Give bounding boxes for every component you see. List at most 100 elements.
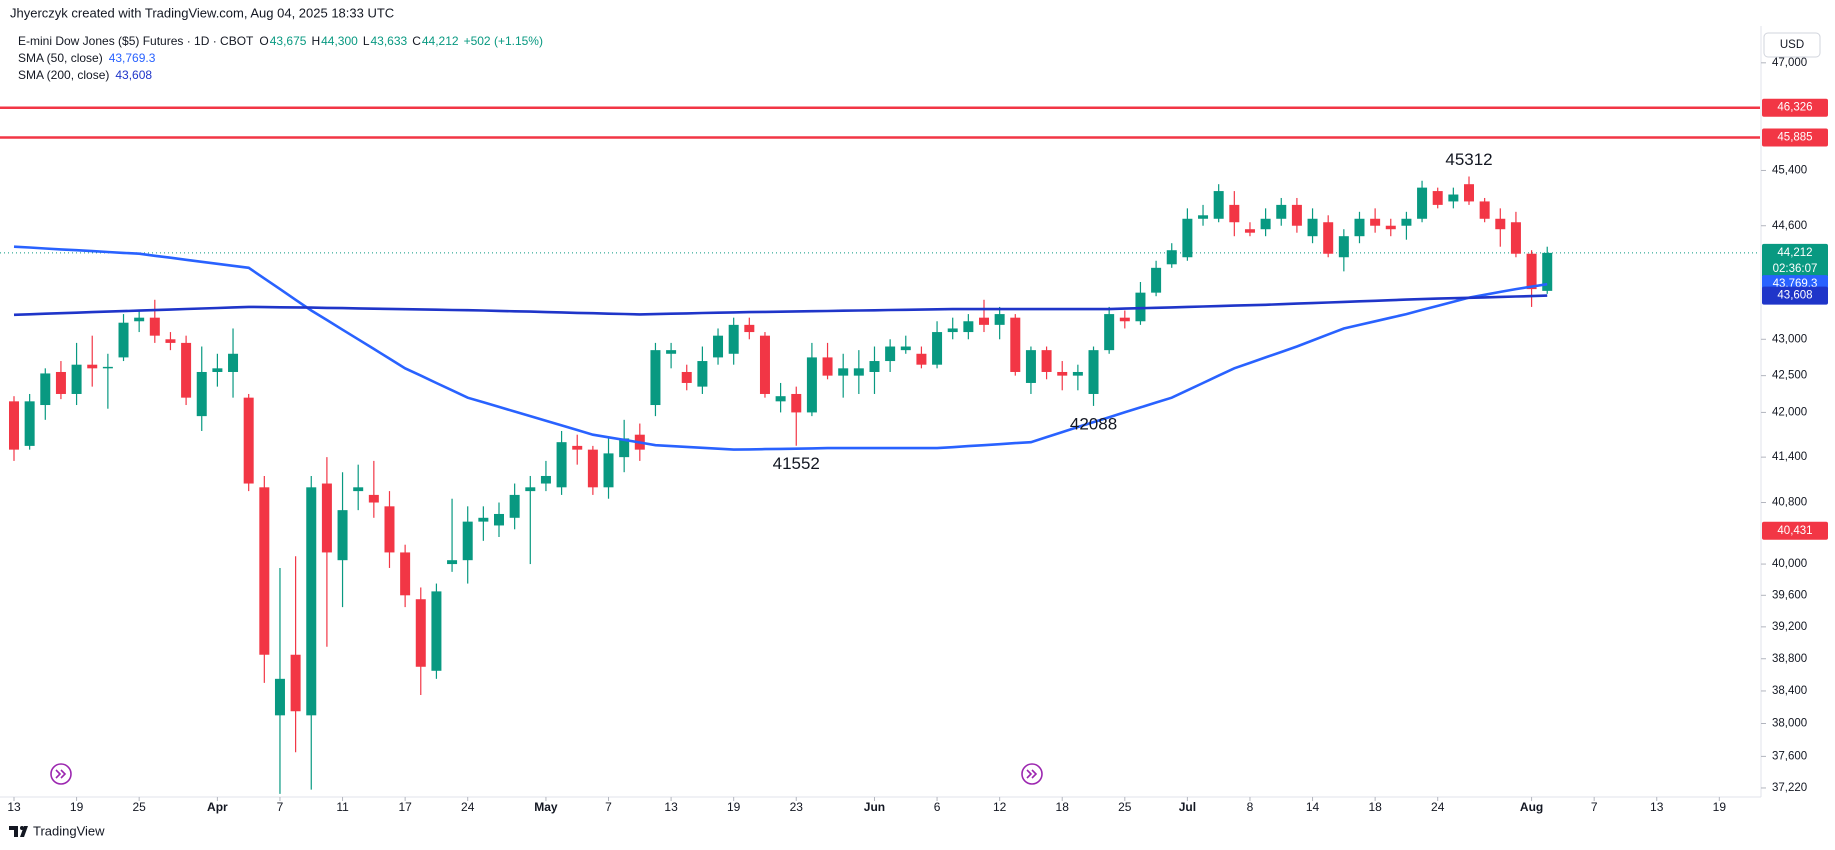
- candle-body: [932, 332, 943, 365]
- candle-body: [87, 364, 98, 369]
- candle-body: [306, 487, 317, 716]
- candle-body: [900, 346, 911, 351]
- candle: [540, 460, 551, 492]
- legend-key: O: [259, 34, 268, 48]
- candle-body: [1166, 250, 1177, 265]
- candle: [431, 583, 442, 679]
- candle: [681, 364, 692, 391]
- annotation: 45312: [1445, 150, 1492, 169]
- candle-body: [713, 335, 724, 358]
- candle: [87, 335, 98, 387]
- level-label: 46,326: [1777, 102, 1812, 114]
- candle-body: [1072, 371, 1083, 376]
- candle-body: [681, 371, 692, 383]
- candle: [274, 567, 285, 794]
- candle-body: [1260, 218, 1271, 230]
- candle: [1510, 211, 1521, 258]
- candle: [1354, 211, 1365, 244]
- candle: [415, 587, 426, 696]
- candle-body: [165, 339, 176, 343]
- candle-body: [885, 346, 896, 362]
- currency[interactable]: USD: [1780, 39, 1804, 51]
- candle-body: [603, 453, 614, 488]
- candle-body: [916, 353, 927, 365]
- candle-body: [1041, 350, 1052, 372]
- candle-body: [806, 357, 817, 413]
- sma-label: 43,608: [1777, 290, 1812, 302]
- candle-body: [1010, 317, 1021, 372]
- y-tick-label: 39,200: [1772, 621, 1807, 633]
- replay-icon-arrow[interactable]: [55, 769, 67, 779]
- candle-body: [1526, 253, 1537, 290]
- candle: [1448, 187, 1459, 209]
- candle-body: [1229, 204, 1240, 223]
- candle-body: [1088, 350, 1099, 394]
- candle: [228, 328, 239, 398]
- sma-line: [13, 294, 1548, 317]
- candle: [1182, 208, 1193, 261]
- level-label: 45,885: [1777, 131, 1812, 143]
- candle-body: [1307, 218, 1318, 237]
- candle: [869, 346, 880, 394]
- candle: [118, 314, 129, 362]
- candle: [932, 321, 943, 369]
- candle-body: [666, 350, 677, 354]
- candle: [619, 419, 630, 473]
- candle-body: [1448, 194, 1459, 202]
- brand: TradingView: [33, 823, 105, 838]
- candle: [337, 472, 348, 608]
- candle: [1198, 204, 1209, 226]
- candle: [165, 332, 176, 351]
- candle: [697, 346, 708, 394]
- candle: [243, 393, 254, 492]
- x-tick-label: 12: [993, 800, 1007, 814]
- replay-icon-arrow[interactable]: [1026, 769, 1038, 779]
- candle: [650, 342, 661, 417]
- y-tick-label: 41,400: [1772, 451, 1807, 463]
- candle-body: [400, 552, 411, 596]
- sma-label-box: [1762, 286, 1828, 305]
- candle: [1307, 208, 1318, 244]
- candle: [509, 483, 520, 530]
- candle-body: [556, 442, 567, 488]
- candle: [822, 342, 833, 380]
- candle-body: [1057, 371, 1068, 376]
- candle-body: [1025, 350, 1036, 383]
- candle-body: [1213, 191, 1224, 219]
- candle-body: [525, 487, 536, 492]
- x-tick-label: May: [534, 800, 558, 814]
- candle: [212, 353, 223, 387]
- candle-body: [1338, 236, 1349, 258]
- candle: [1385, 218, 1396, 237]
- candle: [838, 353, 849, 398]
- replay-icon[interactable]: [50, 763, 72, 785]
- candle: [994, 306, 1005, 340]
- x-tick-label: 13: [7, 800, 21, 814]
- candle-body: [1385, 225, 1396, 230]
- candle: [979, 299, 989, 333]
- candle-body: [384, 506, 395, 553]
- candle-body: [1495, 218, 1506, 230]
- candle-body: [1464, 184, 1474, 202]
- legend-value: 44,212: [422, 34, 459, 48]
- candle-body: [1244, 229, 1255, 233]
- candle-body: [478, 517, 489, 522]
- candle: [1526, 250, 1537, 307]
- candle-body: [697, 361, 708, 387]
- candle-body: [368, 494, 379, 503]
- candle: [40, 368, 51, 420]
- currency-box[interactable]: [1763, 32, 1821, 58]
- candle-body: [1401, 218, 1412, 226]
- candle: [1104, 306, 1115, 354]
- candle-body: [1417, 187, 1428, 219]
- replay-icon[interactable]: [1021, 763, 1043, 785]
- candle-body: [9, 401, 19, 450]
- x-tick-label: 25: [1118, 800, 1132, 814]
- candle: [759, 332, 770, 398]
- alert-label-box: [1762, 521, 1828, 540]
- y-tick-label: 42,000: [1772, 406, 1807, 418]
- last-price-label-box: [1762, 243, 1828, 278]
- candle-body: [963, 321, 974, 333]
- candle: [775, 382, 786, 413]
